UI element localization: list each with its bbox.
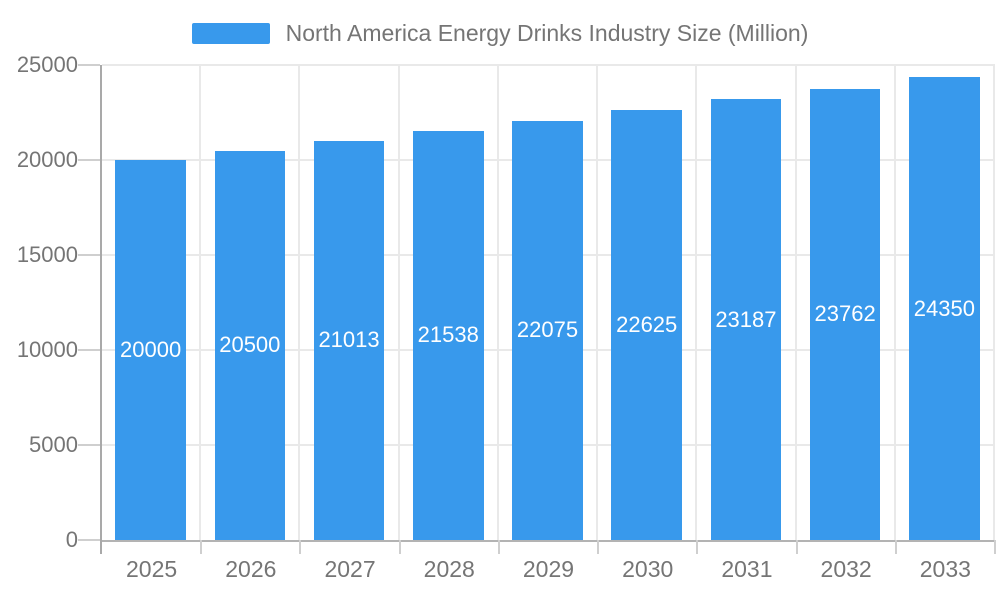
bar-value-label: 23762 <box>814 301 876 327</box>
bar[interactable]: 23762 <box>809 88 881 540</box>
bar-value-label: 22625 <box>616 312 678 338</box>
y-tick-label: 5000 <box>29 432 78 457</box>
x-axis-labels: 2025 2026 2027 2028 2029 2030 2031 2032 2033 <box>102 556 995 583</box>
x-tick-mark <box>497 540 500 554</box>
y-tick-label: 15000 <box>16 242 78 267</box>
x-tick-mark <box>200 540 203 554</box>
x-tick-mark <box>994 540 996 554</box>
category-cell: 22075 <box>499 65 599 540</box>
bar-value-label: 20000 <box>120 337 182 362</box>
x-tick-mark <box>100 540 102 554</box>
gridline-horizontal <box>102 64 995 66</box>
y-axis-ticks <box>78 64 100 541</box>
x-tick-mark <box>894 540 897 554</box>
y-tick-label: 10000 <box>16 337 78 362</box>
y-tick-label: 20000 <box>16 147 78 172</box>
x-tick-label: 2025 <box>126 556 178 582</box>
legend[interactable]: North America Energy Drinks Industry Siz… <box>0 20 1000 47</box>
x-tick-label: 2033 <box>919 556 971 582</box>
category-cells: 20000 20500 21013 21538 22075 22625 23187 23762… <box>102 65 995 540</box>
y-tick-mark <box>78 159 100 161</box>
category-cell: 22625 <box>598 65 698 540</box>
x-tick-label: 2027 <box>324 556 376 582</box>
y-tick-mark <box>78 539 100 541</box>
bar-value-label: 20500 <box>219 332 281 358</box>
x-tick-label: 2029 <box>522 556 575 582</box>
bar[interactable]: 24350 <box>909 77 980 540</box>
y-tick-mark <box>78 64 100 66</box>
bar[interactable]: 21013 <box>313 140 385 540</box>
x-tick-label: 2028 <box>423 556 475 582</box>
bar-value-label: 21538 <box>417 322 479 348</box>
legend-label: North America Energy Drinks Industry Siz… <box>285 20 809 46</box>
x-axis-ticks <box>100 540 996 554</box>
legend-swatch <box>191 23 270 44</box>
x-tick-mark <box>597 540 600 554</box>
category-cell: 23762 <box>797 65 896 540</box>
bar[interactable]: 22625 <box>611 110 682 540</box>
x-tick-label: 2026 <box>225 556 277 582</box>
bar[interactable]: 20500 <box>214 150 286 540</box>
bar-value-label: 22075 <box>516 317 579 343</box>
bar-value-label: 21013 <box>318 327 380 353</box>
y-tick-label: 25000 <box>16 52 78 77</box>
plot-area: 20000 20500 21013 21538 22075 22625 23187 23762… <box>100 64 996 582</box>
bar[interactable]: 22075 <box>512 120 583 540</box>
bar-value-label: 23187 <box>715 306 777 332</box>
x-tick-mark <box>795 540 798 554</box>
y-tick-mark <box>78 349 100 351</box>
category-cell: 23187 <box>697 65 797 540</box>
x-tick-label: 2030 <box>622 556 674 582</box>
bar[interactable]: 21538 <box>412 130 484 540</box>
category-cell: 24350 <box>896 65 995 540</box>
category-cell: 21538 <box>400 65 499 540</box>
bar-value-label: 24350 <box>913 295 975 321</box>
y-axis-labels: 0 5000 10000 15000 20000 25000 <box>0 52 78 552</box>
category-cell: 21013 <box>300 65 400 540</box>
bar[interactable]: 20000 <box>115 160 186 540</box>
y-tick-mark <box>78 254 100 256</box>
bar[interactable]: 23187 <box>710 99 782 540</box>
x-tick-mark <box>299 540 302 554</box>
category-cell: 20500 <box>201 65 301 540</box>
x-tick-label: 2032 <box>820 556 872 582</box>
x-tick-mark <box>696 540 699 554</box>
y-tick-mark <box>78 444 100 446</box>
x-tick-mark <box>398 540 401 554</box>
x-tick-label: 2031 <box>721 556 773 582</box>
category-cell: 20000 <box>102 65 202 540</box>
y-tick-label: 0 <box>65 527 78 552</box>
